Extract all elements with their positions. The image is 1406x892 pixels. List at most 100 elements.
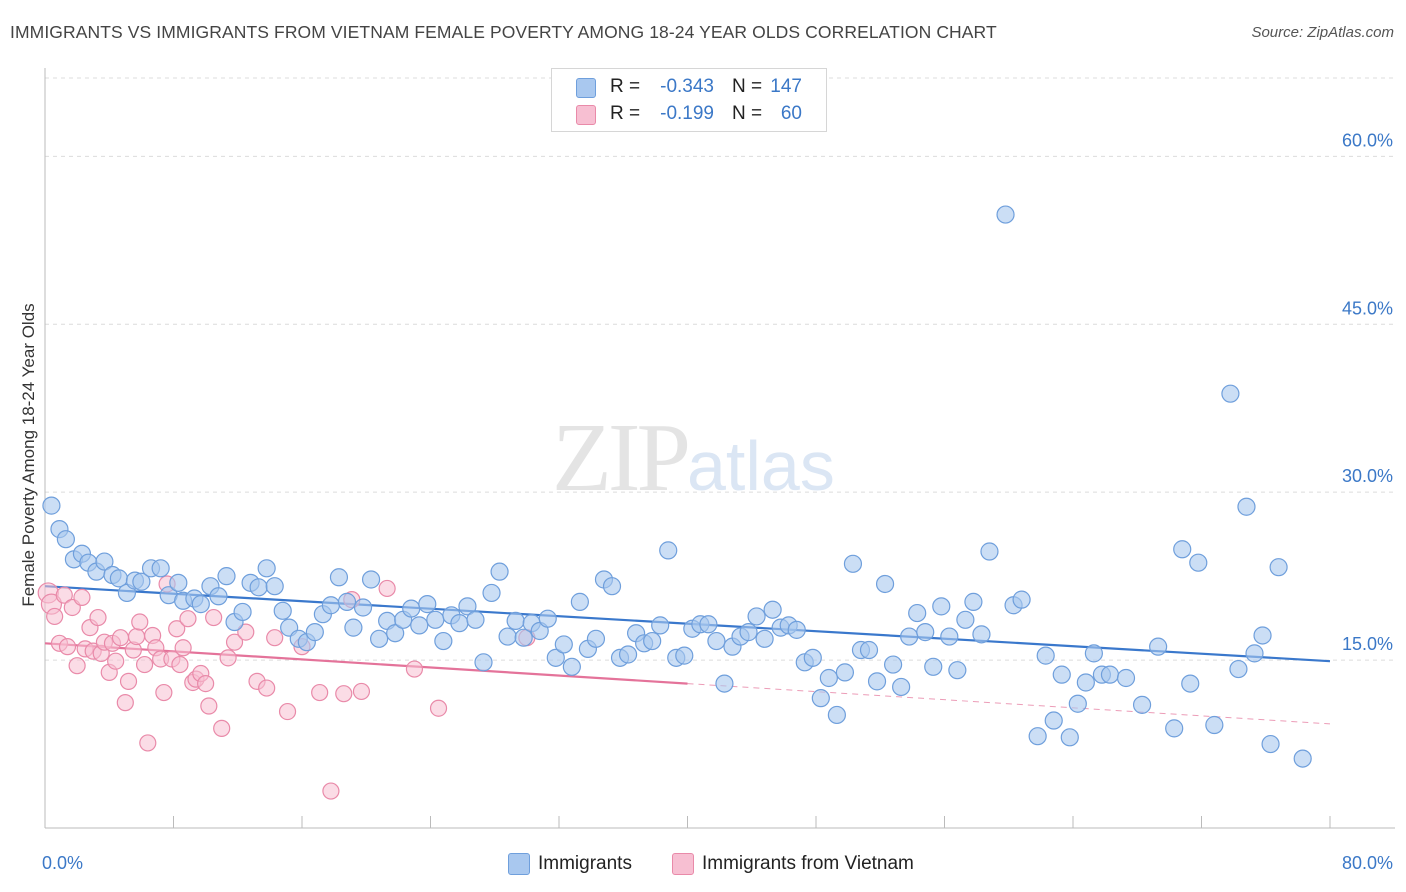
point-immigrants (755, 629, 774, 648)
point-immigrants (948, 661, 967, 680)
trend-line-vietnam-extension (687, 683, 1331, 725)
point-immigrants (1012, 590, 1031, 609)
y-tick-label: 45.0% (1342, 298, 1393, 318)
point-vietnam (119, 672, 138, 690)
legend-row-immigrants: R = -0.343 N = 147 (552, 73, 826, 101)
point-vietnam (278, 702, 297, 721)
point-immigrants (466, 610, 485, 629)
point-immigrants (257, 559, 276, 578)
point-immigrants (940, 627, 959, 646)
legend-n-label: N = (732, 103, 763, 124)
point-immigrants (474, 653, 493, 672)
point-vietnam (135, 655, 154, 674)
point-immigrants (1068, 694, 1087, 713)
y-axis-label: Female Poverty Among 18-24 Year Olds (19, 303, 38, 606)
point-immigrants (803, 648, 822, 667)
point-immigrants (811, 689, 830, 708)
point-immigrants (659, 541, 678, 560)
point-vietnam (139, 734, 157, 752)
point-immigrants (546, 648, 565, 667)
point-immigrants (305, 623, 324, 642)
point-vietnam (107, 652, 125, 670)
point-immigrants (233, 602, 252, 622)
point-immigrants (883, 655, 903, 674)
point-vietnam (311, 683, 329, 702)
point-immigrants (426, 610, 445, 629)
point-vietnam (55, 586, 73, 604)
point-vietnam (168, 620, 186, 638)
point-immigrants (972, 625, 991, 644)
point-immigrants (95, 552, 114, 571)
legend-row-vietnam: R = -0.199 N = 60 (552, 100, 826, 128)
point-immigrants (763, 600, 782, 619)
point-vietnam (155, 683, 173, 702)
bottom-legend-label-immigrants: Immigrants (538, 853, 632, 874)
point-vietnam (322, 782, 340, 800)
point-immigrants (370, 629, 389, 648)
point-immigrants (1237, 497, 1256, 516)
point-immigrants (514, 628, 533, 647)
point-immigrants (1116, 668, 1136, 688)
point-immigrants (707, 631, 726, 651)
point-vietnam (116, 694, 134, 712)
point-immigrants (434, 631, 453, 651)
point-vietnam (429, 699, 448, 717)
point-immigrants (554, 635, 573, 654)
point-immigrants (1221, 384, 1240, 403)
point-immigrants (892, 677, 911, 697)
chart-title: IMMIGRANTS VS IMMIGRANTS FROM VIETNAM FE… (10, 22, 997, 42)
point-immigrants (249, 578, 268, 597)
point-immigrants (506, 611, 525, 631)
point-immigrants (699, 615, 718, 634)
point-immigrants (1181, 674, 1200, 693)
point-immigrants (819, 668, 838, 688)
point-immigrants (361, 570, 381, 589)
point-immigrants (1189, 553, 1208, 572)
point-vietnam (197, 674, 215, 693)
point-immigrants (1149, 637, 1168, 656)
point-immigrants (843, 554, 863, 573)
point-immigrants (209, 587, 228, 606)
point-vietnam (219, 649, 237, 667)
point-vietnam (335, 685, 353, 703)
point-vietnam (237, 623, 255, 641)
point-vietnam (200, 697, 218, 715)
point-immigrants (827, 705, 846, 725)
point-immigrants (932, 597, 951, 616)
point-immigrants (169, 573, 188, 592)
point-immigrants (675, 646, 694, 665)
point-immigrants (337, 592, 357, 611)
point-immigrants (1100, 665, 1120, 684)
point-immigrants (562, 657, 581, 676)
point-immigrants (1165, 719, 1184, 738)
y-tick-label: 30.0% (1342, 466, 1393, 486)
point-immigrants (344, 618, 363, 637)
point-immigrants (490, 562, 509, 581)
grid-lines (45, 77, 1395, 661)
point-immigrants (151, 559, 170, 578)
point-immigrants (651, 616, 670, 635)
point-immigrants (42, 496, 61, 515)
point-vietnam (405, 660, 424, 678)
point-immigrants (908, 603, 927, 623)
points-immigrants (42, 205, 1312, 768)
point-immigrants (56, 530, 75, 549)
point-immigrants (900, 627, 919, 646)
point-immigrants (498, 627, 517, 646)
point-immigrants (418, 595, 437, 614)
point-vietnam (46, 607, 64, 626)
bottom-legend-swatch-vietnam (672, 853, 694, 875)
point-immigrants (1253, 626, 1272, 645)
point-vietnam (171, 655, 189, 674)
point-immigrants (458, 597, 477, 616)
legend-n-label: N = (732, 76, 763, 97)
point-immigrants (875, 574, 895, 594)
point-immigrants (964, 592, 983, 611)
point-vietnam (131, 613, 149, 631)
point-immigrants (859, 640, 879, 660)
point-immigrants (1052, 665, 1071, 684)
point-immigrants (570, 592, 589, 611)
point-vietnam (266, 629, 284, 647)
point-immigrants (1028, 727, 1047, 746)
